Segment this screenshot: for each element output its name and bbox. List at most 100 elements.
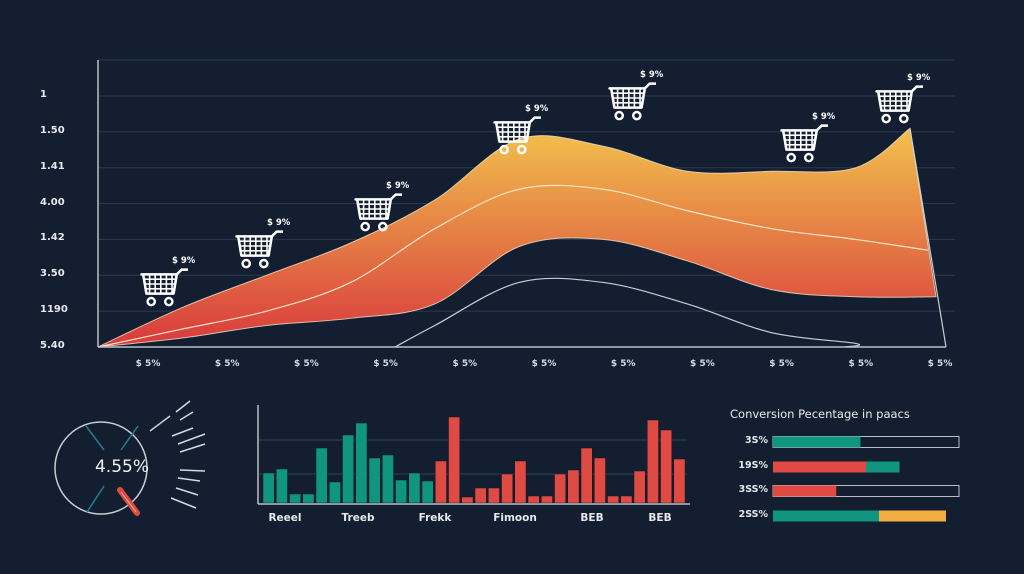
bar	[408, 472, 421, 504]
gauge-ray	[179, 469, 206, 472]
bar	[647, 419, 659, 504]
bar	[488, 487, 500, 504]
bar-category-label: Frekk	[418, 512, 452, 524]
x-tick-label: $ 5%	[452, 359, 478, 369]
cart-annotation-label: $ 9%	[267, 218, 291, 228]
conversion-row-label: 3S%	[745, 435, 768, 446]
conversion-segment	[866, 461, 900, 473]
gauge-ray	[179, 443, 206, 453]
bar	[262, 472, 275, 504]
gauge-pointer-line	[149, 415, 171, 432]
y-tick-label: 1.41	[40, 160, 65, 172]
conversion-segment	[773, 510, 880, 522]
x-tick-label: $ 5%	[690, 359, 715, 369]
shopping-cart-icon	[875, 85, 923, 124]
gauge-ray	[177, 477, 201, 482]
bar	[368, 457, 381, 504]
y-tick-label: 1190	[40, 304, 68, 316]
bar	[554, 473, 567, 504]
bar	[501, 473, 514, 504]
x-tick-label: $ 5%	[373, 359, 398, 369]
bar-category-label: Fimoon	[493, 512, 537, 524]
bar	[527, 495, 540, 504]
bar	[395, 479, 408, 504]
bar	[660, 429, 673, 504]
conversion-segment	[773, 436, 861, 448]
bar-category-label: Treeb	[341, 512, 375, 524]
series-line-mid	[97, 184, 929, 348]
bar	[620, 495, 633, 504]
bar	[474, 487, 487, 504]
gauge-tick	[86, 485, 105, 513]
gauge-ray	[177, 433, 206, 445]
category-bar-chart	[257, 405, 690, 505]
y-tick-label: 1.42	[40, 232, 65, 244]
area-right-edge	[909, 128, 947, 348]
gauge-ray	[175, 487, 199, 496]
conversion-segment	[773, 485, 837, 497]
cart-annotation-label: $ 9%	[640, 70, 664, 80]
y-tick-label: 3.50	[40, 268, 65, 280]
bar	[607, 495, 620, 504]
gauge-ray	[179, 411, 194, 421]
cart-annotation-label: $ 9%	[907, 73, 931, 83]
gauge-tick	[85, 425, 105, 451]
x-tick-label: $ 5%	[927, 359, 953, 369]
bar-category-label: Reeel	[268, 512, 302, 524]
bar	[382, 454, 394, 504]
bar	[461, 496, 474, 504]
x-tick-label: $ 5%	[214, 359, 240, 369]
y-tick-label: 4.00	[40, 196, 65, 208]
gauge-needle-highlight	[120, 491, 137, 513]
bar	[514, 460, 527, 504]
bar	[673, 458, 686, 504]
shopping-cart-icon	[780, 124, 828, 163]
y-tick-label: 1.50	[40, 124, 65, 136]
gauge-tick	[120, 425, 139, 451]
conversion-bars	[772, 436, 960, 522]
bar	[541, 495, 553, 504]
series-line-bottom	[394, 277, 861, 348]
bar	[342, 434, 355, 504]
cart-annotation-label: $ 9%	[386, 181, 410, 191]
x-tick-label: $ 5%	[848, 359, 874, 369]
bar-category-label: BEB	[648, 512, 672, 524]
y-tick-label: 1	[40, 89, 47, 100]
conversion-title: Conversion Pecentage in paacs	[730, 407, 910, 421]
conversion-gauge	[54, 400, 206, 516]
bar	[315, 447, 328, 504]
bar	[355, 422, 368, 504]
shopping-cart-icon	[235, 230, 283, 269]
cart-annotation-label: $ 9%	[812, 112, 836, 122]
gauge-ray	[170, 497, 197, 509]
conversion-row-label: 2SS%	[738, 509, 768, 520]
main-chart-axes	[97, 60, 946, 348]
x-tick-label: $ 5%	[769, 359, 794, 369]
area-band	[97, 127, 937, 348]
bar	[435, 460, 447, 504]
gauge-rays	[170, 400, 206, 509]
main-chart-areas	[97, 127, 947, 348]
conversion-segment	[879, 510, 946, 522]
shopping-cart-icon	[608, 82, 656, 121]
cart-annotation-label: $ 9%	[172, 256, 196, 266]
x-tick-label: $ 5%	[135, 359, 161, 369]
gauge-ring	[54, 421, 148, 515]
bar	[448, 416, 461, 504]
bar	[567, 469, 580, 504]
bar	[421, 480, 434, 504]
gauge-value: 4.55%	[94, 457, 149, 477]
bar	[276, 468, 288, 504]
conversion-row-label: 19S%	[738, 460, 768, 471]
gauge-ray	[171, 427, 194, 437]
bar	[633, 470, 646, 504]
bar	[302, 493, 315, 504]
x-tick-label: $ 5%	[294, 359, 319, 369]
conversion-segment	[773, 461, 866, 473]
bar	[329, 481, 341, 504]
cart-annotation-label: $ 9%	[525, 104, 549, 114]
x-tick-label: $ 5%	[610, 359, 636, 369]
gauge-ray	[175, 400, 191, 413]
conversion-row-label: 3SS%	[738, 484, 768, 495]
